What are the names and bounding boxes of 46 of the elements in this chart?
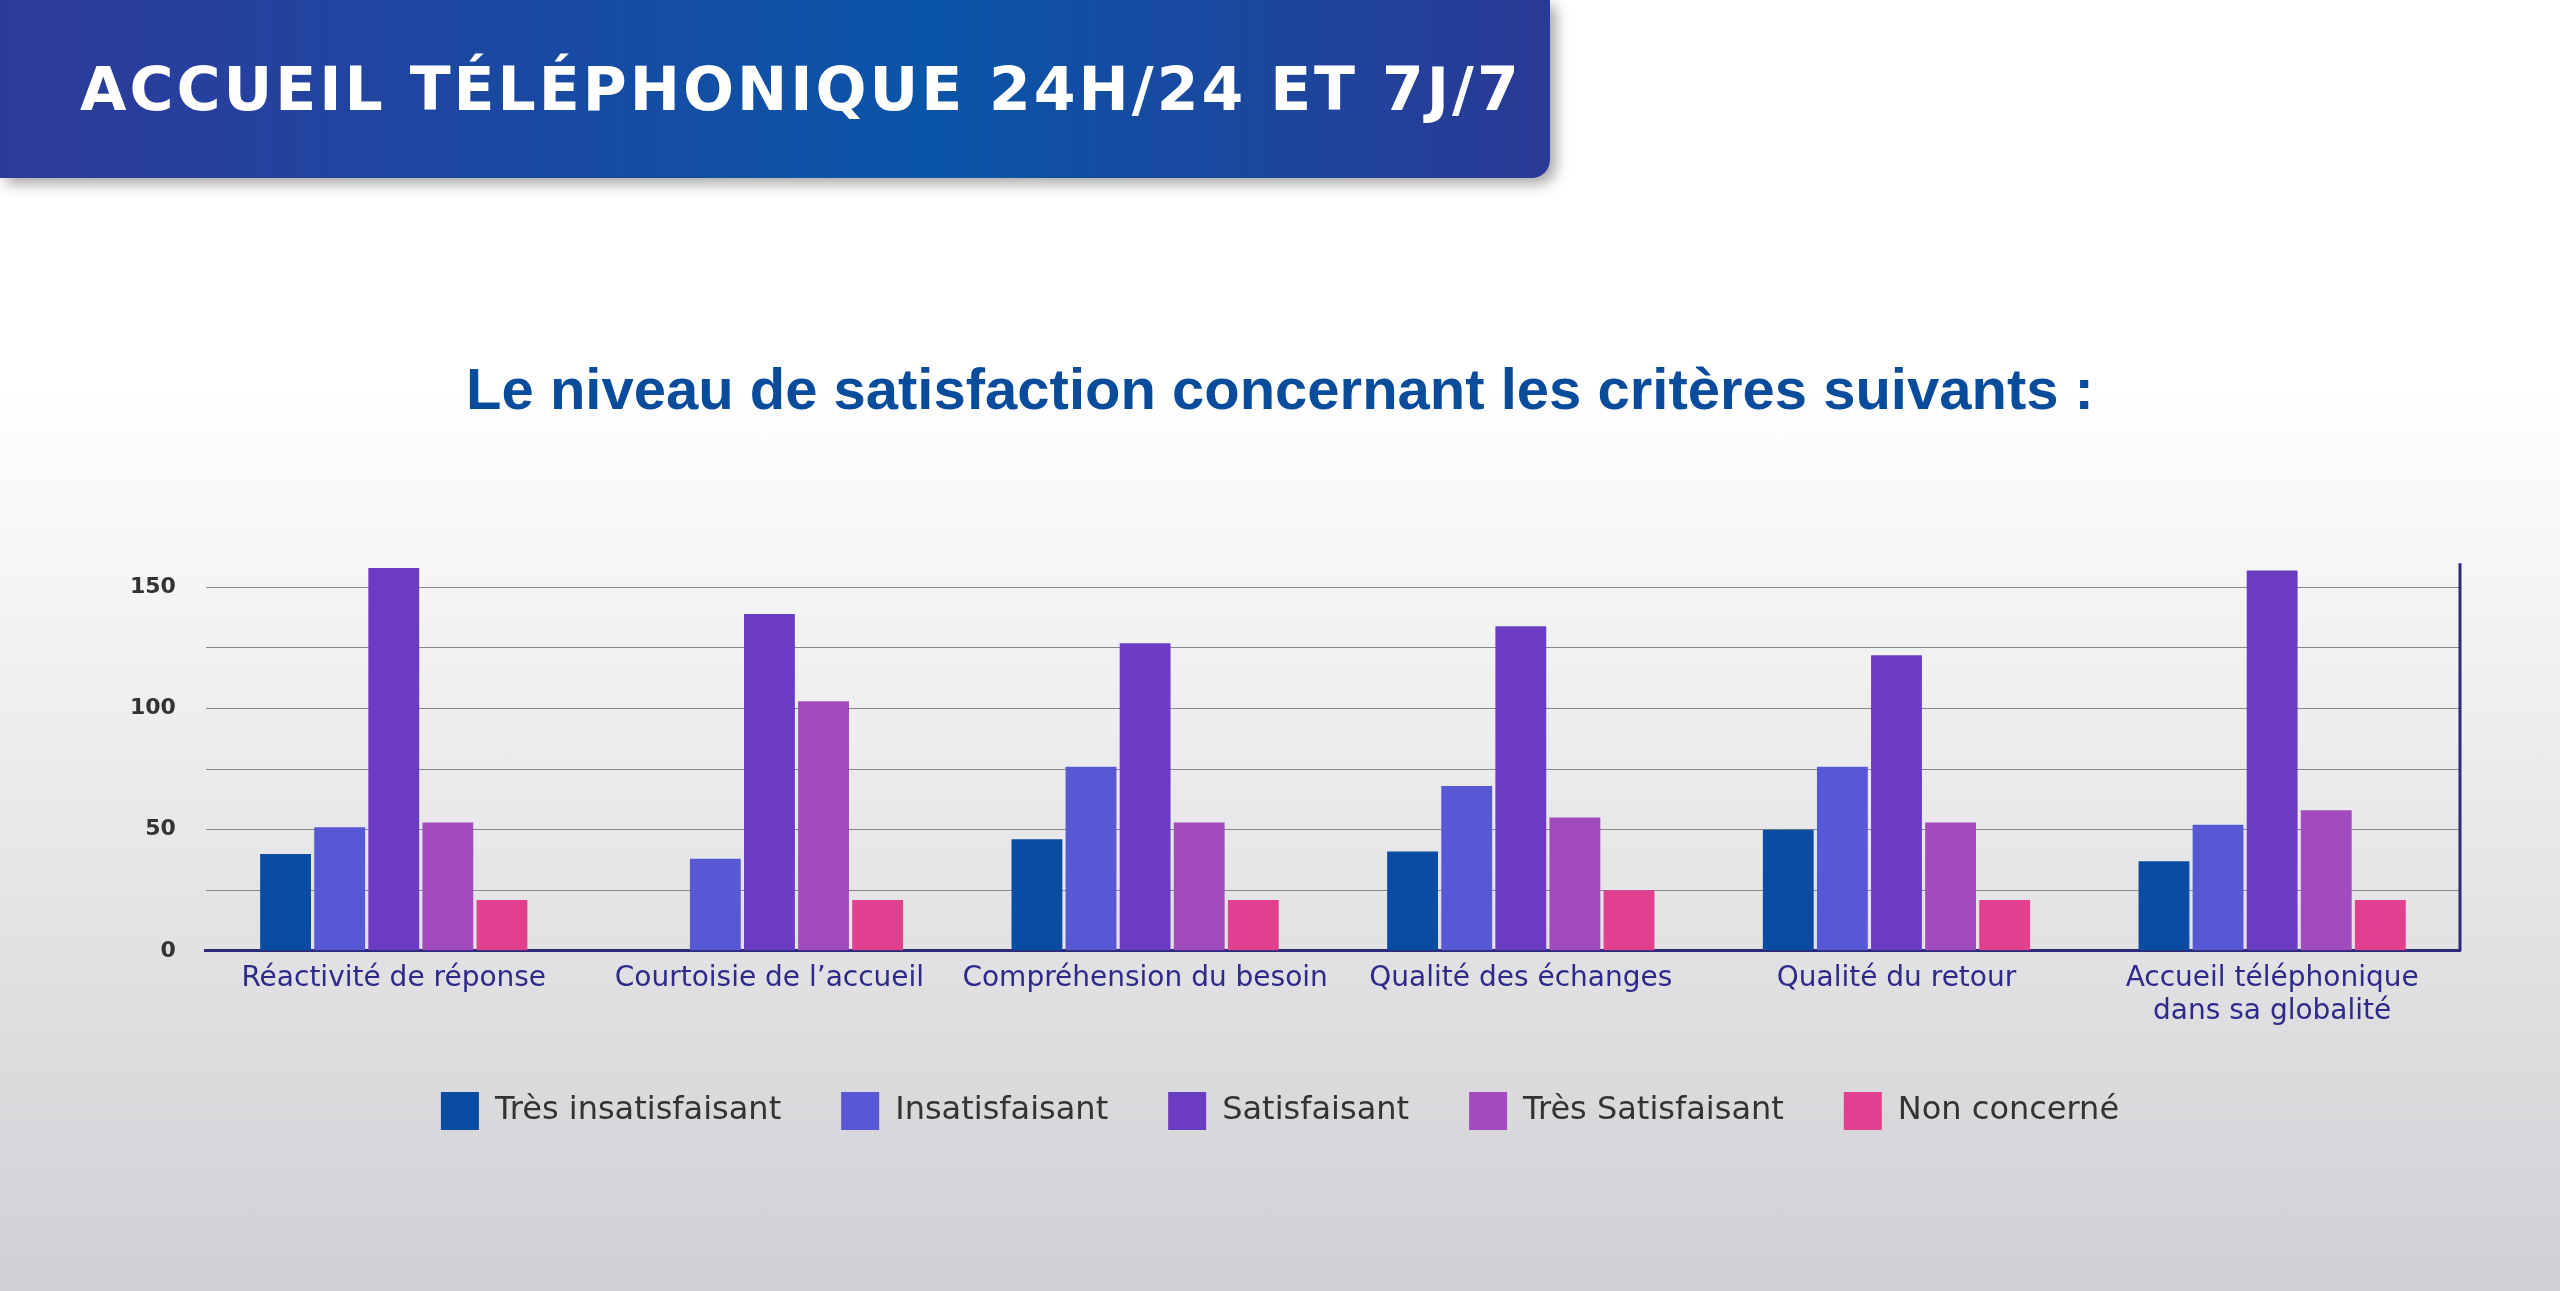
bar bbox=[422, 822, 474, 951]
bar bbox=[1925, 822, 1977, 951]
bar bbox=[1011, 839, 1063, 951]
bar bbox=[1495, 626, 1547, 951]
y-tick-label: 150 bbox=[129, 573, 176, 599]
bar bbox=[1549, 817, 1601, 951]
bar bbox=[314, 827, 366, 951]
bar bbox=[744, 614, 795, 951]
bar bbox=[368, 568, 420, 951]
bar bbox=[2246, 570, 2298, 951]
legend-label: Insatisfaisant bbox=[895, 1089, 1109, 1128]
bar bbox=[1603, 890, 1655, 951]
bar bbox=[1762, 829, 1814, 951]
bar bbox=[1441, 786, 1493, 951]
bar bbox=[1173, 822, 1225, 951]
bar bbox=[1227, 899, 1279, 951]
x-tick-label: Réactivité de réponse bbox=[241, 959, 547, 993]
bar bbox=[1816, 766, 1868, 951]
legend-label: Très Satisfaisant bbox=[1522, 1089, 1784, 1128]
legend-label: Satisfaisant bbox=[1222, 1089, 1410, 1128]
x-tick-label: Compréhension du besoin bbox=[962, 959, 1328, 993]
bar bbox=[1979, 899, 2031, 951]
chart-subtitle: Le niveau de satisfaction concernant les critères suivants : bbox=[465, 355, 2095, 422]
bar bbox=[798, 701, 849, 951]
bar bbox=[476, 899, 528, 951]
bar bbox=[1871, 655, 1922, 951]
bar bbox=[1119, 643, 1171, 951]
x-tick-label: Courtoisie de l’accueil bbox=[614, 959, 925, 993]
chart-title: ACCUEIL TÉLÉPHONIQUE 24H/24 ET 7J/7 bbox=[0, 0, 1550, 178]
bar bbox=[2300, 810, 2352, 951]
bar bbox=[260, 853, 311, 951]
x-tick-label: Accueil téléphonique dans sa globalité bbox=[2125, 959, 2419, 1027]
y-tick-label: 0 bbox=[160, 936, 176, 962]
bar bbox=[1387, 851, 1439, 951]
bar bbox=[2354, 899, 2406, 951]
bar bbox=[852, 899, 904, 951]
y-tick-label: 50 bbox=[145, 815, 176, 841]
bar bbox=[689, 858, 741, 951]
legend-label: Non concerné bbox=[1897, 1089, 2120, 1128]
bar bbox=[1065, 766, 1117, 951]
legend-label: Très insatisfaisant bbox=[493, 1089, 782, 1128]
x-tick-label: Qualité des échanges bbox=[1369, 959, 1673, 993]
y-tick-label: 100 bbox=[129, 694, 176, 720]
bar bbox=[2138, 861, 2190, 951]
bar bbox=[2192, 824, 2244, 951]
x-tick-label: Qualité du retour bbox=[1776, 959, 2017, 993]
